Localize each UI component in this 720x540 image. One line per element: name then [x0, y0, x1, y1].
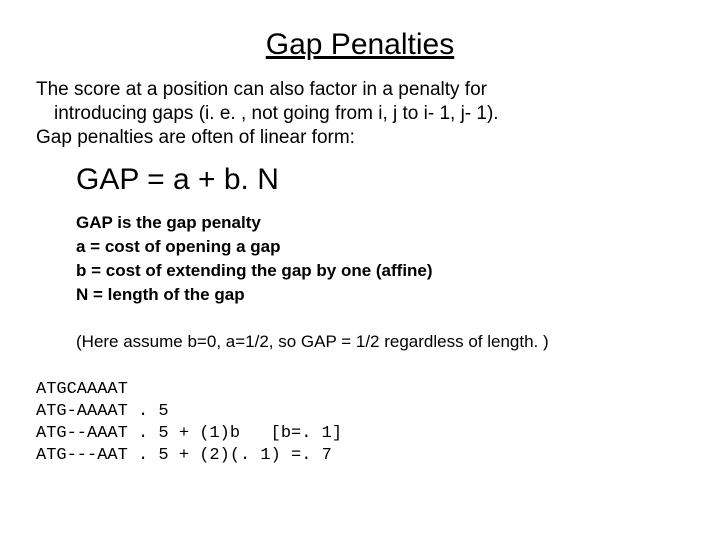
- slide-title: Gap Penalties: [36, 28, 684, 62]
- example-row-3: ATG--AAAT . 5 + (1)b [b=. 1]: [36, 424, 342, 443]
- definitions-block: GAP is the gap penalty a = cost of openi…: [76, 211, 684, 306]
- example-row-1: ATGCAAAAT: [36, 380, 128, 399]
- intro-line-2: introducing gaps (i. e. , not going from…: [36, 102, 684, 126]
- example-block: ATGCAAAAT ATG-AAAAT . 5 ATG--AAAT . 5 + …: [36, 356, 684, 489]
- intro-line-3: Gap penalties are often of linear form:: [36, 126, 684, 150]
- definition-n: N = length of the gap: [76, 283, 684, 307]
- example-row-4: ATG---AAT . 5 + (2)(. 1) =. 7: [36, 446, 332, 465]
- definition-gap: GAP is the gap penalty: [76, 211, 684, 235]
- slide-container: Gap Penalties The score at a position ca…: [0, 0, 720, 540]
- intro-paragraph: The score at a position can also factor …: [36, 78, 684, 149]
- definition-a: a = cost of opening a gap: [76, 235, 684, 259]
- intro-line-1: The score at a position can also factor …: [36, 78, 684, 102]
- example-note: (Here assume b=0, a=1/2, so GAP = 1/2 re…: [76, 332, 684, 352]
- example-row-2: ATG-AAAAT . 5: [36, 402, 169, 421]
- definition-b: b = cost of extending the gap by one (af…: [76, 259, 684, 283]
- gap-formula: GAP = a + b. N: [76, 163, 684, 197]
